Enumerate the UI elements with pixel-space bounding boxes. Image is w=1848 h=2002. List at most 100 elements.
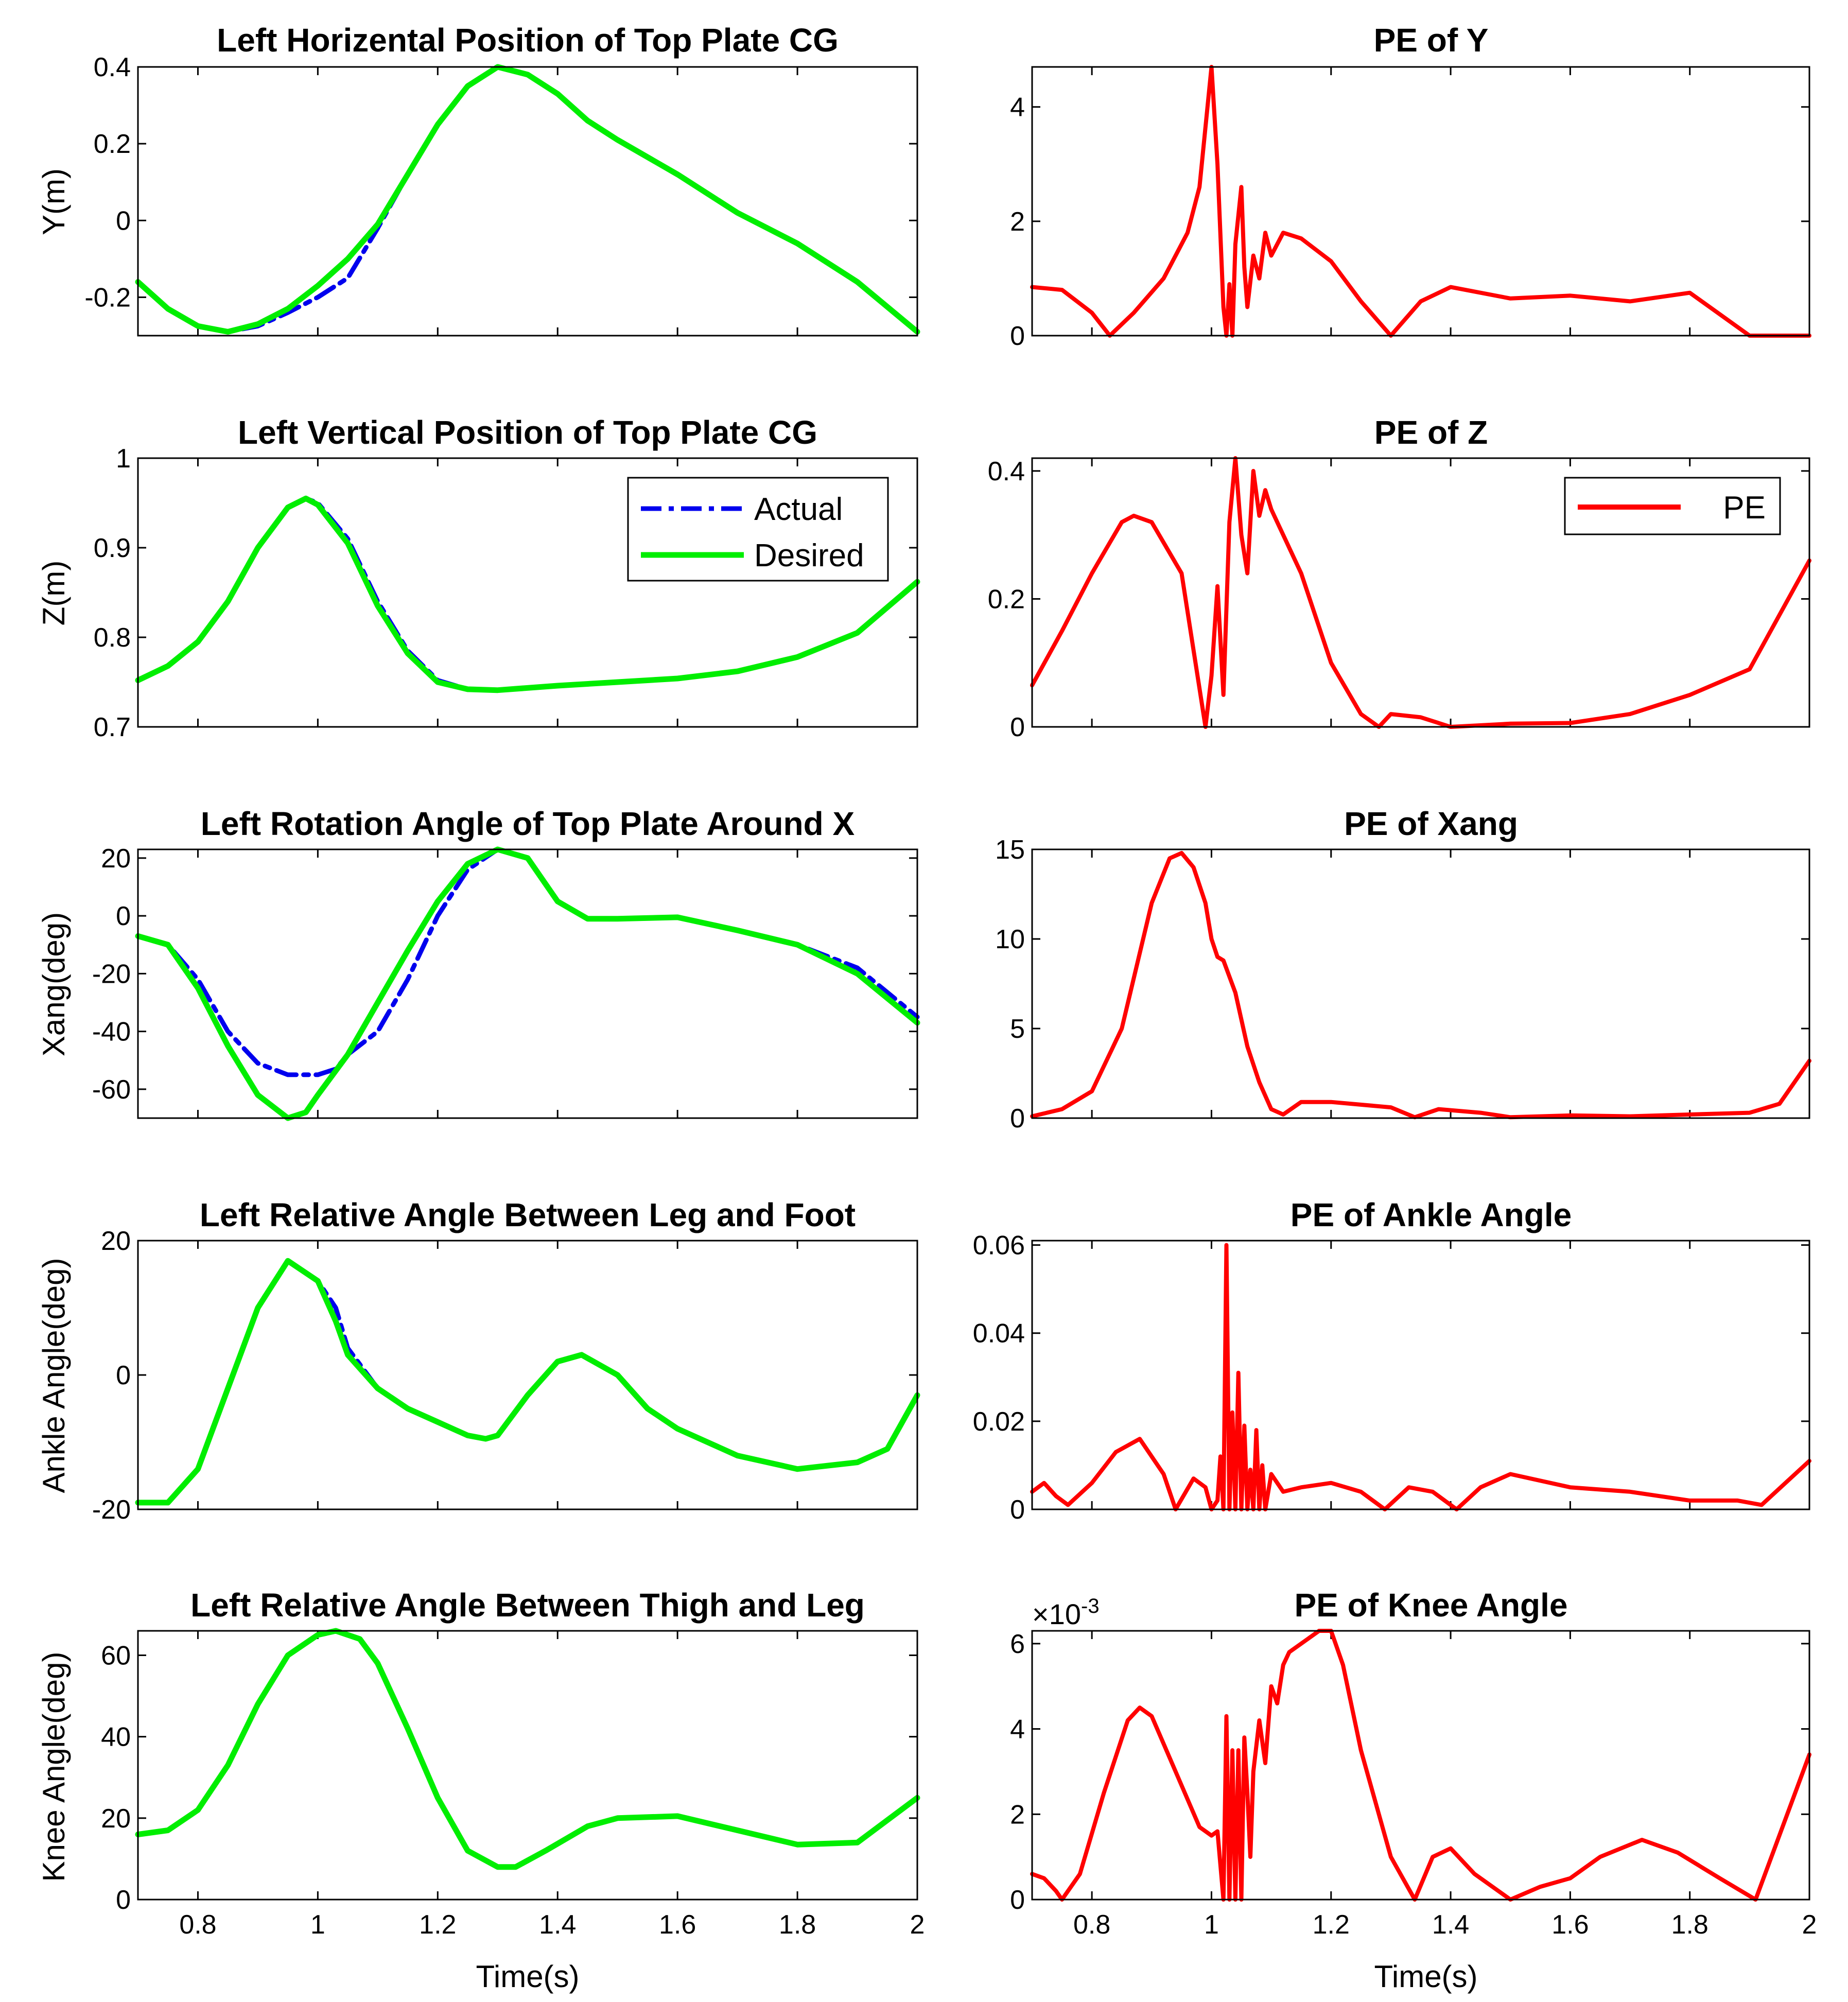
plot-area — [1030, 456, 1811, 729]
y-tick-label: 0.9 — [94, 533, 131, 563]
y-tick-label: 0.2 — [988, 584, 1025, 614]
axes-frame — [1031, 1630, 1810, 1901]
y-tick-label: 0.02 — [973, 1407, 1025, 1437]
y-tick-label: -60 — [92, 1075, 131, 1105]
x-tick-label: 1.4 — [539, 1910, 576, 1940]
y-tick-label: -40 — [92, 1017, 131, 1047]
chart-title: PE of Xang — [1344, 805, 1518, 842]
series-line-desired — [135, 64, 920, 335]
panel-pe-of-y: PE of Y 0 2 4 — [1010, 22, 1811, 351]
axes-frame — [137, 66, 918, 337]
y-axis-label: Z(m) — [37, 561, 71, 626]
y-tick-label: 0 — [116, 901, 131, 931]
y-tick-label: 0 — [1010, 1495, 1025, 1525]
y-tick-label: 0 — [116, 1361, 131, 1390]
panel-left-knee-angle: Left Relative Angle Between Thigh and Le… — [37, 1587, 925, 1994]
axes-frame — [137, 1630, 918, 1901]
y-tick-label: 0.7 — [94, 712, 131, 742]
axes-frame — [1031, 66, 1810, 337]
x-tick-label: 2 — [1802, 1910, 1817, 1940]
series-line-desired — [135, 1628, 920, 1870]
y-tick-label: 0.8 — [94, 623, 131, 653]
chart-title: Left Rotation Angle of Top Plate Around … — [201, 805, 855, 842]
panel-pe-of-xang: PE of Xang 0 5 10 15 — [995, 805, 1811, 1134]
y-tick-label: 60 — [101, 1641, 131, 1670]
x-tick-label: 1.4 — [1432, 1910, 1469, 1940]
x-tick-label: 1.2 — [1313, 1910, 1350, 1940]
y-tick-label: -0.2 — [84, 283, 131, 312]
legend-label-actual: Actual — [754, 492, 843, 527]
y-tick-label: -20 — [92, 959, 131, 989]
x-tick-label: 0.8 — [1073, 1910, 1110, 1940]
ticks: 0 5 10 15 — [995, 835, 1810, 1134]
series-line-pe — [1030, 65, 1811, 338]
y-axis-label: Xang(deg) — [37, 912, 71, 1056]
chart-title: Left Vertical Position of Top Plate CG — [238, 414, 817, 451]
ticks: 0 20 40 60 0.8 1 1.2 1.4 1.6 1.8 2 — [101, 1631, 925, 1940]
y-tick-label: 0.4 — [94, 53, 131, 82]
y-tick-label: 4 — [1010, 1715, 1025, 1745]
y-axis-label: Ankle Angle(deg) — [37, 1258, 71, 1493]
y-tick-label: 10 — [995, 925, 1025, 954]
axes-frame — [1031, 1240, 1810, 1510]
plot-area — [135, 495, 920, 693]
axes-frame — [137, 457, 918, 728]
x-tick-label: 1.6 — [1551, 1910, 1589, 1940]
y-tick-label: 20 — [101, 844, 131, 874]
panel-left-vertical-position: Left Vertical Position of Top Plate CG Z… — [37, 414, 920, 742]
x-axis-label: Time(s) — [1374, 1959, 1477, 1994]
series-line-pe — [1030, 851, 1811, 1120]
x-tick-label: 1 — [1204, 1910, 1219, 1940]
y-tick-label: 0 — [1010, 712, 1025, 742]
x-tick-label: 1.6 — [659, 1910, 696, 1940]
legend-label-desired: Desired — [754, 538, 864, 573]
plot-area — [135, 1628, 920, 1870]
ticks: 0.7 0.8 0.9 1 — [94, 444, 918, 742]
plot-area — [135, 846, 920, 1121]
panel-left-rotation-angle: Left Rotation Angle of Top Plate Around … — [37, 805, 920, 1121]
series-line-pe — [1030, 1243, 1811, 1511]
legend-box — [627, 477, 889, 582]
x-axis-label: Time(s) — [476, 1959, 579, 1994]
y-axis-label: Knee Angle(deg) — [37, 1651, 71, 1882]
y-tick-label: 0.2 — [94, 129, 131, 159]
y-tick-label: 0 — [1010, 321, 1025, 351]
legend: Actual Desired — [627, 477, 889, 582]
chart-title: PE of Knee Angle — [1294, 1587, 1567, 1624]
chart-title: PE of Ankle Angle — [1291, 1196, 1572, 1233]
x-tick-label: 1.2 — [419, 1910, 456, 1940]
y-tick-label: 40 — [101, 1722, 131, 1752]
x-tick-label: 2 — [910, 1910, 925, 1940]
panel-pe-of-knee-angle: PE of Knee Angle ×10-3 Time(s) 0 2 4 6 0.8 1 1… — [1010, 1587, 1817, 1994]
chart-title: PE of Z — [1374, 414, 1488, 451]
series-line-desired — [135, 495, 920, 693]
plot-area — [135, 64, 920, 335]
axes-frame — [137, 848, 918, 1119]
series-line-desired — [135, 846, 920, 1121]
y-tick-label: 2 — [1010, 207, 1025, 237]
plot-area — [1030, 1243, 1811, 1511]
x-tick-label: 1.8 — [1671, 1910, 1708, 1940]
x-tick-label: 0.8 — [179, 1910, 216, 1940]
y-tick-label: 0.4 — [988, 457, 1025, 486]
y-tick-label: 2 — [1010, 1800, 1025, 1830]
chart-title: Left Relative Angle Between Leg and Foot — [200, 1196, 856, 1233]
plot-area — [1030, 65, 1811, 338]
y-axis-label: Y(m) — [37, 168, 71, 235]
y-tick-label: 1 — [116, 444, 131, 474]
legend: PE — [1564, 477, 1781, 535]
y-tick-label: 0 — [1010, 1104, 1025, 1134]
y-tick-label: 20 — [101, 1804, 131, 1834]
axes-frame — [1031, 848, 1810, 1119]
y-tick-label: 4 — [1010, 93, 1025, 123]
axes-frame — [137, 1240, 918, 1510]
exponent-base: ×10 — [1032, 1598, 1081, 1630]
y-tick-label: 0.04 — [973, 1319, 1025, 1349]
series-line-desired — [135, 1258, 920, 1506]
chart-title: Left Horizental Position of Top Plate CG — [217, 22, 839, 59]
panel-pe-of-ankle-angle: PE of Ankle Angle 0 0.02 0.04 0.06 — [973, 1196, 1811, 1525]
panel-left-horizontal-position: Left Horizental Position of Top Plate CG… — [37, 22, 920, 337]
y-exponent-label: ×10-3 — [1032, 1595, 1100, 1630]
y-tick-label: 0.06 — [973, 1231, 1025, 1261]
